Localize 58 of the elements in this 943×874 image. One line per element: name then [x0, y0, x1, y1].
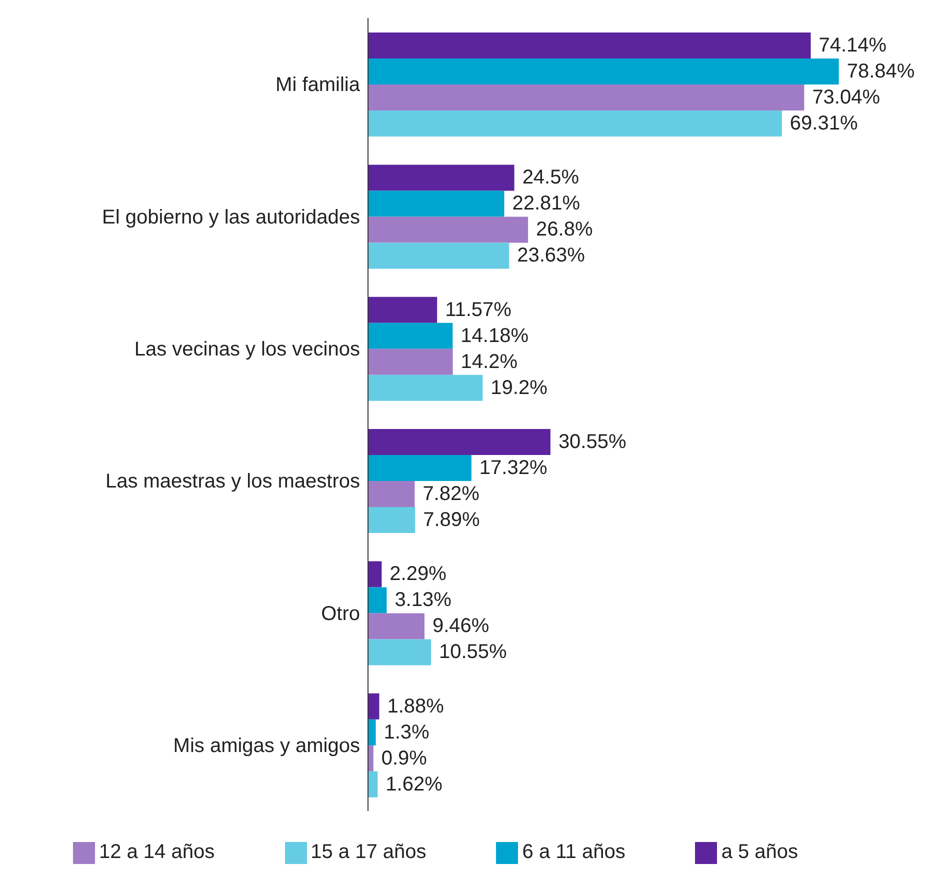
- bar: [368, 481, 415, 508]
- data-label: 11.57%: [445, 298, 512, 321]
- bar: [368, 693, 380, 720]
- bar: [368, 32, 811, 59]
- data-label: 14.18%: [460, 324, 529, 347]
- data-label: 2.29%: [390, 563, 447, 586]
- data-label: 3.13%: [394, 589, 452, 612]
- bar: [368, 190, 504, 217]
- bar: [368, 58, 839, 85]
- data-label: 78.84%: [846, 60, 915, 83]
- bar: [368, 216, 528, 243]
- bar: [368, 639, 432, 666]
- data-label: 73.04%: [812, 86, 880, 109]
- data-label: 69.31%: [790, 112, 858, 135]
- legend-label: 12 a 14 años: [98, 841, 215, 863]
- legend-label: 15 a 17 años: [310, 841, 426, 863]
- data-label: 19.2%: [490, 376, 548, 399]
- bar: [368, 561, 382, 588]
- data-label: 22.81%: [512, 192, 580, 215]
- bar: [368, 587, 387, 614]
- data-label: 0.9%: [381, 747, 428, 770]
- legend-label: 6 a 11 años: [522, 841, 626, 863]
- legend-label: a 5 años: [721, 841, 798, 863]
- bar: [368, 164, 514, 191]
- bar: [368, 296, 438, 323]
- data-label: 10.55%: [439, 641, 508, 664]
- data-label: 26.8%: [536, 218, 593, 241]
- data-label: 14.2%: [460, 350, 518, 373]
- bar: [368, 613, 424, 640]
- bar: [368, 84, 804, 111]
- bar: [368, 429, 550, 456]
- y-tick-label: El gobierno y las autoridades: [102, 206, 360, 228]
- bar: [368, 110, 782, 137]
- bar: [368, 771, 378, 798]
- y-tick-label: Las vecinas y los vecinos: [134, 338, 360, 361]
- data-label: 9.46%: [432, 615, 490, 638]
- bar: [368, 322, 453, 349]
- bar: [368, 348, 453, 375]
- y-tick-label: Mi familia: [276, 74, 361, 96]
- y-tick-label: Mis amigas y amigos: [173, 735, 360, 758]
- data-label: 7.82%: [422, 483, 480, 506]
- data-label: 17.32%: [479, 457, 548, 480]
- bar: [368, 507, 416, 534]
- bar: [368, 242, 510, 269]
- data-label: 7.89%: [423, 509, 480, 532]
- data-label: 1.62%: [386, 773, 443, 796]
- data-label: 74.14%: [818, 34, 887, 57]
- bar: [368, 745, 374, 772]
- data-label: 30.55%: [558, 431, 626, 454]
- data-label: 1.88%: [387, 695, 444, 718]
- bar: [368, 374, 483, 401]
- bar: [368, 455, 472, 482]
- y-tick-label: Otro: [321, 602, 360, 625]
- data-label: 24.5%: [522, 166, 580, 189]
- bar: [368, 719, 376, 746]
- data-label: 1.3%: [384, 721, 430, 744]
- data-label: 23.63%: [517, 244, 586, 267]
- y-tick-label: Las maestras y los maestros: [105, 470, 360, 493]
